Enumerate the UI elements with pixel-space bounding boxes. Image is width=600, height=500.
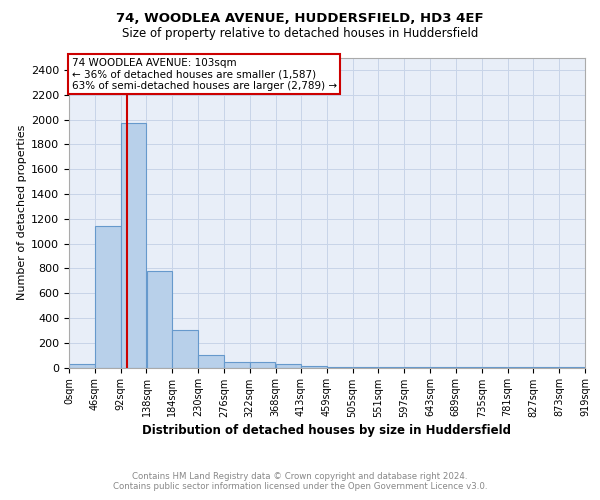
Bar — [276, 364, 301, 368]
Bar — [121, 123, 146, 368]
Bar — [250, 362, 275, 368]
Y-axis label: Number of detached properties: Number of detached properties — [17, 125, 27, 300]
Bar — [146, 271, 172, 368]
Bar — [327, 366, 352, 368]
Bar — [224, 362, 250, 368]
Bar — [172, 330, 198, 368]
Bar — [301, 366, 326, 368]
Text: 74 WOODLEA AVENUE: 103sqm
← 36% of detached houses are smaller (1,587)
63% of se: 74 WOODLEA AVENUE: 103sqm ← 36% of detac… — [71, 58, 337, 90]
Text: Size of property relative to detached houses in Huddersfield: Size of property relative to detached ho… — [122, 28, 478, 40]
Bar — [353, 367, 378, 368]
Bar — [198, 355, 224, 368]
Text: 74, WOODLEA AVENUE, HUDDERSFIELD, HD3 4EF: 74, WOODLEA AVENUE, HUDDERSFIELD, HD3 4E… — [116, 12, 484, 26]
Bar — [69, 364, 95, 368]
X-axis label: Distribution of detached houses by size in Huddersfield: Distribution of detached houses by size … — [143, 424, 511, 436]
Text: Contains HM Land Registry data © Crown copyright and database right 2024.
Contai: Contains HM Land Registry data © Crown c… — [113, 472, 487, 491]
Bar — [95, 226, 121, 368]
